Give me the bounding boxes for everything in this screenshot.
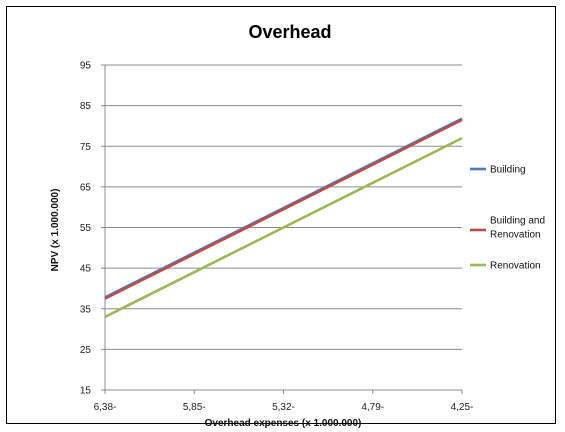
x-axis-label: Overhead expenses (x 1.000.000) — [205, 418, 362, 429]
x-tick-label: 5,85- — [183, 402, 206, 413]
legend-label: Building — [490, 165, 526, 176]
x-tick-label: 4,79- — [361, 402, 384, 413]
y-tick-label: 65 — [80, 182, 92, 193]
y-tick-label: 45 — [80, 264, 92, 275]
x-tick-label: 5,32- — [272, 402, 295, 413]
legend: Building Building and Renovation Renovation — [470, 165, 545, 272]
chart-frame — [6, 6, 556, 424]
chart-title: Overhead — [248, 22, 331, 42]
y-axis-label: NPV (x 1.000.000) — [50, 189, 61, 272]
legend-label: Building and Renovation — [490, 216, 545, 241]
y-tick-label: 15 — [80, 386, 92, 397]
x-tick-labels: 6,38- 5,85- 5,32- 4,79- 4,25- — [94, 402, 474, 413]
y-tick-label: 35 — [80, 304, 92, 315]
y-tick-label: 25 — [80, 345, 92, 356]
series-line-2 — [104, 136, 463, 319]
y-tick-label: 75 — [80, 142, 92, 153]
legend-label: Renovation — [490, 261, 541, 272]
y-tick-label: 85 — [80, 101, 92, 112]
series-line-1 — [104, 118, 463, 300]
series-lines — [104, 117, 463, 319]
x-tick-label: 6,38- — [94, 402, 117, 413]
y-tick-labels: 15 25 35 45 55 65 75 85 95 — [80, 61, 92, 397]
gridlines — [101, 64, 463, 394]
y-tick-label: 55 — [80, 223, 92, 234]
y-tick-label: 95 — [80, 61, 92, 72]
x-tick-label: 4,25- — [451, 402, 474, 413]
